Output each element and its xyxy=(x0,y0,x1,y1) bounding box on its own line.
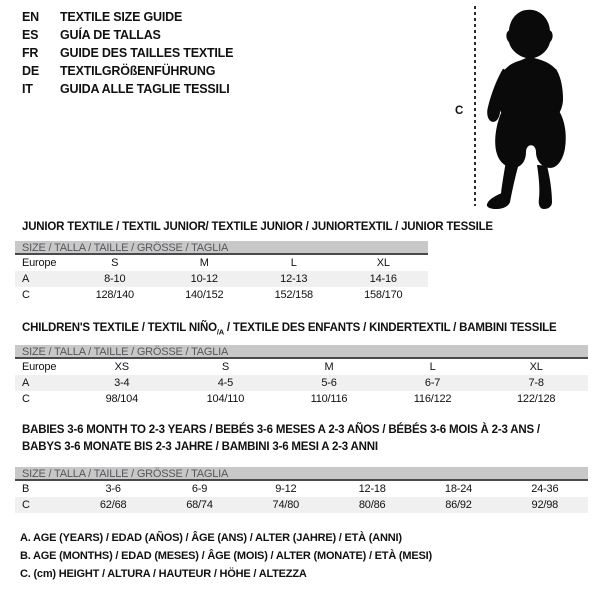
cell-value: 9-12 xyxy=(275,483,297,495)
cell-label: A xyxy=(22,377,30,389)
cell-value: 86/92 xyxy=(445,499,472,511)
footnote-a: A. AGE (YEARS) / EDAD (AÑOS) / ÂGE (ANS)… xyxy=(20,532,402,544)
lang-code: DE xyxy=(22,64,39,78)
lang-code: IT xyxy=(22,82,33,96)
cell-value: 5-6 xyxy=(321,377,337,389)
cell-value: 14-16 xyxy=(369,273,397,285)
lang-code: FR xyxy=(22,46,39,60)
babies-size-table: SIZE / TALLA / TAILLE / GRÖSSE / TAGLIA … xyxy=(15,467,588,513)
cell-value: 122/128 xyxy=(516,393,556,405)
toddler-silhouette-icon xyxy=(486,9,566,210)
table-row-age-months: B 3-6 6-9 9-12 12-18 18-24 24-36 xyxy=(15,481,588,497)
table-row-age: A 8-10 10-12 12-13 14-16 xyxy=(15,271,428,287)
lang-title: GUÍA DE TALLAS xyxy=(60,28,161,42)
lang-row-de: DE TEXTILGRÖßENFÜHRUNG xyxy=(22,62,233,80)
cell-value: 110/116 xyxy=(310,393,348,405)
cell-size: L xyxy=(290,257,297,269)
footnote-b: B. AGE (MONTHS) / EDAD (MESES) / ÂGE (MO… xyxy=(20,550,432,562)
cell-value: 152/158 xyxy=(274,289,314,301)
cell-value: 3-6 xyxy=(105,483,122,495)
babies-section-title-line1: BABIES 3-6 MONTH TO 2-3 YEARS / BEBÉS 3-… xyxy=(22,424,540,436)
height-label-c: C xyxy=(455,105,464,117)
cell-size: XS xyxy=(114,361,129,373)
cell-value: 3-4 xyxy=(114,377,130,389)
cell-label: A xyxy=(22,273,30,285)
table-row-age: A 3-4 4-5 5-6 6-7 7-8 xyxy=(15,375,588,391)
cell-value: 80/86 xyxy=(358,499,386,511)
table-row-height: C 98/104 104/110 110/116 116/122 122/128 xyxy=(15,391,588,407)
junior-section-title: JUNIOR TEXTILE / TEXTIL JUNIOR/ TEXTILE … xyxy=(22,221,493,233)
cell-size: S xyxy=(111,257,119,269)
size-header-bar: SIZE / TALLA / TAILLE / GRÖSSE / TAGLIA xyxy=(15,241,428,255)
table-row-header: Europe S M L XL xyxy=(15,255,428,271)
footnotes: A. AGE (YEARS) / EDAD (AÑOS) / ÂGE (ANS)… xyxy=(20,529,432,583)
cell-value: 92/98 xyxy=(531,499,559,511)
cell-value: 12-13 xyxy=(280,273,308,285)
cell-value: 8-10 xyxy=(104,273,126,285)
language-list: EN TEXTILE SIZE GUIDE ES GUÍA DE TALLAS … xyxy=(22,8,233,98)
children-size-table: SIZE / TALLA / TAILLE / GRÖSSE / TAGLIA … xyxy=(15,345,588,407)
cell-value: 10-12 xyxy=(190,273,218,285)
cell-size: L xyxy=(429,361,436,373)
lang-title: GUIDA ALLE TAGLIE TESSILI xyxy=(60,82,230,96)
lang-title: TEXTILE SIZE GUIDE xyxy=(60,10,183,24)
lang-code: EN xyxy=(22,10,39,24)
cell-value: 140/152 xyxy=(185,289,224,301)
footnote-c: C. (cm) HEIGHT / ALTURA / HAUTEUR / HÖHE… xyxy=(20,568,307,580)
lang-row-es: ES GUÍA DE TALLAS xyxy=(22,26,233,44)
children-title-pre: CHILDREN'S TEXTILE / TEXTIL NIÑO xyxy=(22,322,217,334)
lang-title: TEXTILGRÖßENFÜHRUNG xyxy=(60,64,216,78)
lang-row-en: EN TEXTILE SIZE GUIDE xyxy=(22,8,233,26)
cell-value: 6-9 xyxy=(191,483,208,495)
cell-value: 24-36 xyxy=(531,483,559,495)
cell-size: XL xyxy=(529,361,543,373)
junior-size-table: SIZE / TALLA / TAILLE / GRÖSSE / TAGLIA … xyxy=(15,241,428,303)
lang-title: GUIDE DES TAILLES TEXTILE xyxy=(60,46,234,60)
cell-value: 128/140 xyxy=(95,289,135,301)
size-header-bar: SIZE / TALLA / TAILLE / GRÖSSE / TAGLIA xyxy=(15,467,588,481)
children-title-post: / TEXTILE DES ENFANTS / KINDERTEXTIL / B… xyxy=(223,322,557,334)
lang-code: ES xyxy=(22,28,39,42)
cell-region: Europe xyxy=(22,257,57,269)
cell-label: C xyxy=(22,393,30,405)
cell-value: 7-8 xyxy=(528,377,545,389)
cell-value: 12-18 xyxy=(358,483,386,495)
children-title-sub: /A xyxy=(216,327,224,337)
children-section-title: CHILDREN'S TEXTILE / TEXTIL NIÑO/A / TEX… xyxy=(22,322,557,337)
cell-value: 4-5 xyxy=(217,377,234,389)
cell-value: 18-24 xyxy=(444,483,473,495)
cell-value: 68/74 xyxy=(186,499,213,511)
cell-size: S xyxy=(221,361,229,373)
size-header-bar: SIZE / TALLA / TAILLE / GRÖSSE / TAGLIA xyxy=(15,345,588,359)
lang-row-it: IT GUIDA ALLE TAGLIE TESSILI xyxy=(22,80,233,98)
lang-row-fr: FR GUIDE DES TAILLES TEXTILE xyxy=(22,44,233,62)
cell-size: M xyxy=(324,361,334,373)
babies-section-title-line2: BABYS 3-6 MONATE BIS 2-3 JAHRE / BAMBINI… xyxy=(22,441,378,453)
cell-size: XL xyxy=(376,257,390,269)
cell-value: 6-7 xyxy=(424,377,441,389)
table-row-height: C 62/68 68/74 74/80 80/86 86/92 92/98 xyxy=(15,497,588,513)
cell-label: C xyxy=(22,499,30,511)
cell-size: M xyxy=(199,257,209,269)
cell-label: B xyxy=(22,483,30,495)
cell-label: C xyxy=(22,289,30,301)
cell-value: 74/80 xyxy=(272,499,300,511)
cell-value: 158/170 xyxy=(364,289,403,301)
cell-value: 104/110 xyxy=(206,393,245,405)
cell-value: 98/104 xyxy=(105,393,139,405)
height-dashed-line xyxy=(474,6,476,206)
cell-region: Europe xyxy=(22,361,57,373)
cell-value: 62/68 xyxy=(99,499,127,511)
table-row-height: C 128/140 140/152 152/158 158/170 xyxy=(15,287,428,303)
table-row-header: Europe XS S M L XL xyxy=(15,359,588,375)
cell-value: 116/122 xyxy=(413,393,452,405)
